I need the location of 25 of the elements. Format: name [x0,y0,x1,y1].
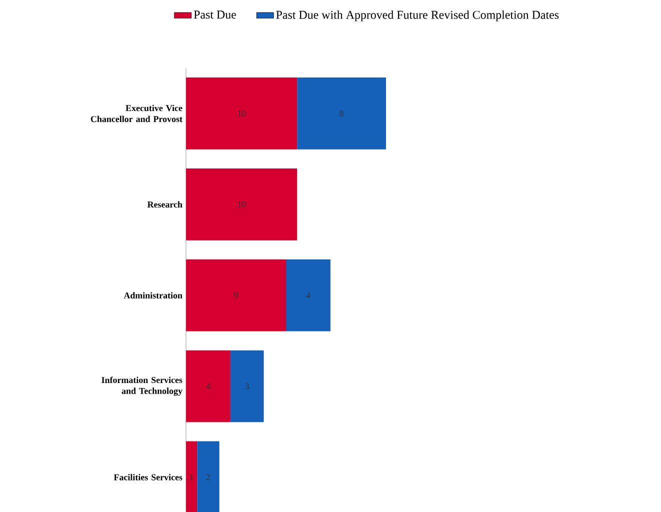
y-tick-label: Information Services and Technology [102,376,182,396]
data-label: 10 [238,110,246,116]
data-label: 3 [245,383,250,390]
data-label: 9 [234,292,238,298]
y-tick-label: Facilities Services [114,474,182,480]
bar [186,78,298,150]
y-tick-label: Administration [124,292,182,298]
bar [297,78,386,150]
data-label: 4 [306,292,310,298]
bar [286,259,330,332]
data-label: 10 [238,201,246,208]
legend-label: Past Due with Approved Future Revised Completion Dates [276,10,559,22]
bar [186,259,286,332]
bar [197,441,220,512]
data-label: 2 [206,474,210,480]
data-label: 1 [190,474,194,480]
y-tick-label: Executive Vice Chancellor and Provost [90,104,182,122]
legend-label: Past Due [194,10,236,19]
y-tick-label: Research [147,201,182,208]
data-label: 4 [206,383,210,390]
bar [186,441,198,512]
bar [186,350,230,422]
bar [186,168,298,240]
bar [230,350,264,422]
data-label: 8 [340,110,344,116]
